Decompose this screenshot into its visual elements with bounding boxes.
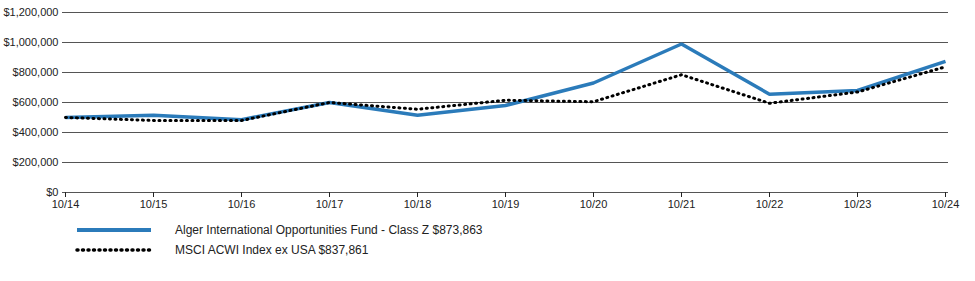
- svg-text:10/20: 10/20: [580, 198, 608, 210]
- html-text:Alger International Opportunit: Alger International Opportunities Fund -…: [175, 223, 483, 237]
- svg-text:$400,000: $400,000: [13, 126, 59, 138]
- svg-text:10/15: 10/15: [140, 198, 168, 210]
- svg-text:$1,000,000: $1,000,000: [3, 36, 58, 48]
- svg-text:10/22: 10/22: [756, 198, 784, 210]
- svg-text:10/16: 10/16: [228, 198, 256, 210]
- svg-text:$600,000: $600,000: [13, 96, 59, 108]
- html-text:MSCI ACWI Index ex USA $837,86: MSCI ACWI Index ex USA $837,861: [175, 243, 369, 257]
- svg-text:10/17: 10/17: [316, 198, 344, 210]
- svg-text:10/23: 10/23: [844, 198, 872, 210]
- svg-text:$800,000: $800,000: [13, 66, 59, 78]
- svg-text:$0: $0: [46, 186, 58, 198]
- svg-text:$200,000: $200,000: [13, 156, 59, 168]
- svg-text:10/24: 10/24: [932, 198, 960, 210]
- svg-text:10/14: 10/14: [52, 198, 80, 210]
- svg-text:10/18: 10/18: [404, 198, 432, 210]
- svg-text:10/21: 10/21: [668, 198, 696, 210]
- svg-text:10/19: 10/19: [492, 198, 520, 210]
- svg-text:$1,200,000: $1,200,000: [3, 6, 58, 18]
